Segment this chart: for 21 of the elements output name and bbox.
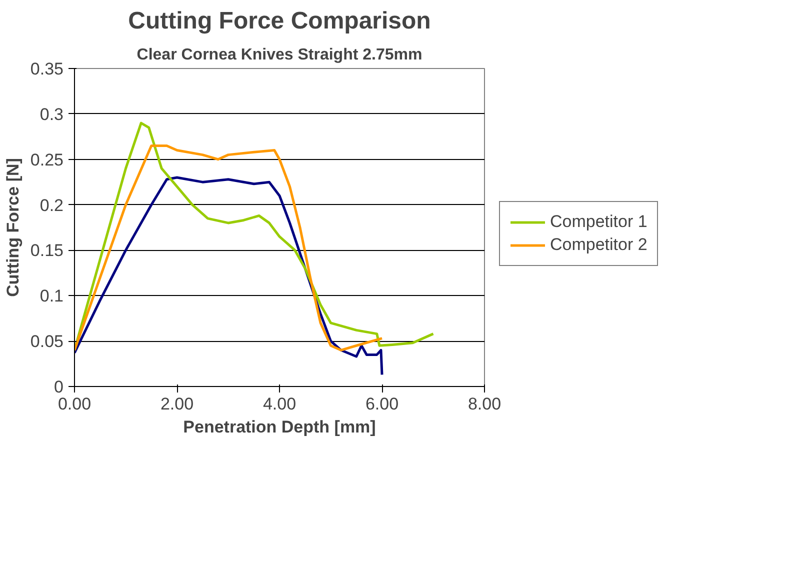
y-tick-label: 0.05 xyxy=(30,332,64,352)
y-tick-label: 0.2 xyxy=(40,196,64,215)
y-tick-label: 0 xyxy=(54,378,64,396)
x-axis-title: Penetration Depth [mm] xyxy=(183,418,376,436)
legend-label: Competitor 2 xyxy=(550,235,648,255)
x-tick-label: 4.00 xyxy=(262,394,296,414)
x-tick-label: 6.00 xyxy=(365,394,399,414)
y-axis-title: Cutting Force [N] xyxy=(3,158,22,297)
x-tick-label: 2.00 xyxy=(160,394,194,414)
y-tick-label: 0.3 xyxy=(40,104,64,124)
legend-label: Competitor 1 xyxy=(550,212,648,232)
x-tick-label: 0.00 xyxy=(58,394,92,414)
y-tick-label: 0.15 xyxy=(30,241,64,260)
chart-subtitle: Clear Cornea Knives Straight 2.75mm xyxy=(136,46,422,64)
x-tick-label: 8.00 xyxy=(468,394,502,414)
y-tick-label: 0.1 xyxy=(40,286,64,306)
line-series xyxy=(74,176,384,376)
y-tick-label: 0.25 xyxy=(30,150,64,170)
chart-title: Cutting Force Comparison xyxy=(128,8,431,34)
line-series xyxy=(74,144,384,352)
y-tick-label: 0.35 xyxy=(30,60,64,78)
